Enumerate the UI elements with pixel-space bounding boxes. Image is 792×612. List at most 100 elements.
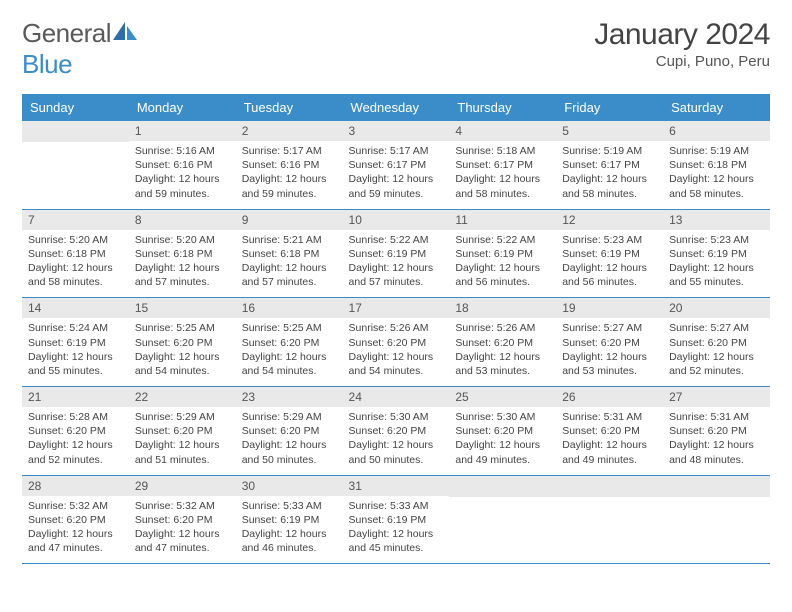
day-details: Sunrise: 5:25 AMSunset: 6:20 PMDaylight:… bbox=[129, 318, 236, 386]
calendar-day-cell: 2Sunrise: 5:17 AMSunset: 6:16 PMDaylight… bbox=[236, 121, 343, 209]
day-sunset-text: Sunset: 6:19 PM bbox=[562, 247, 657, 261]
day-day2-text: and 50 minutes. bbox=[349, 453, 444, 467]
day-sunset-text: Sunset: 6:20 PM bbox=[669, 424, 764, 438]
day-details: Sunrise: 5:29 AMSunset: 6:20 PMDaylight:… bbox=[129, 407, 236, 475]
day-sunrise-text: Sunrise: 5:31 AM bbox=[669, 410, 764, 424]
day-sunrise-text: Sunrise: 5:21 AM bbox=[242, 233, 337, 247]
logo-word-general: General bbox=[22, 18, 111, 48]
day-day2-text: and 54 minutes. bbox=[349, 364, 444, 378]
day-sunset-text: Sunset: 6:16 PM bbox=[242, 158, 337, 172]
day-sunset-text: Sunset: 6:20 PM bbox=[135, 336, 230, 350]
day-day1-text: Daylight: 12 hours bbox=[455, 172, 550, 186]
day-day2-text: and 58 minutes. bbox=[562, 187, 657, 201]
day-number: 19 bbox=[556, 298, 663, 318]
day-sunset-text: Sunset: 6:20 PM bbox=[242, 336, 337, 350]
day-day2-text: and 55 minutes. bbox=[28, 364, 123, 378]
calendar-day-cell: 11Sunrise: 5:22 AMSunset: 6:19 PMDayligh… bbox=[449, 209, 556, 298]
day-sunrise-text: Sunrise: 5:17 AM bbox=[242, 144, 337, 158]
day-details: Sunrise: 5:24 AMSunset: 6:19 PMDaylight:… bbox=[22, 318, 129, 386]
day-day2-text: and 59 minutes. bbox=[135, 187, 230, 201]
calendar-day-cell bbox=[22, 121, 129, 209]
calendar-day-cell: 15Sunrise: 5:25 AMSunset: 6:20 PMDayligh… bbox=[129, 298, 236, 387]
calendar-day-cell: 24Sunrise: 5:30 AMSunset: 6:20 PMDayligh… bbox=[343, 387, 450, 476]
calendar-day-cell: 26Sunrise: 5:31 AMSunset: 6:20 PMDayligh… bbox=[556, 387, 663, 476]
day-day2-text: and 48 minutes. bbox=[669, 453, 764, 467]
day-number: 26 bbox=[556, 387, 663, 407]
day-day2-text: and 52 minutes. bbox=[669, 364, 764, 378]
day-sunrise-text: Sunrise: 5:23 AM bbox=[562, 233, 657, 247]
day-day1-text: Daylight: 12 hours bbox=[562, 438, 657, 452]
day-sunrise-text: Sunrise: 5:29 AM bbox=[135, 410, 230, 424]
day-sunset-text: Sunset: 6:20 PM bbox=[562, 424, 657, 438]
day-day2-text: and 56 minutes. bbox=[455, 275, 550, 289]
day-sunset-text: Sunset: 6:20 PM bbox=[455, 424, 550, 438]
day-sunset-text: Sunset: 6:20 PM bbox=[28, 513, 123, 527]
day-sunset-text: Sunset: 6:19 PM bbox=[669, 247, 764, 261]
calendar-day-cell: 14Sunrise: 5:24 AMSunset: 6:19 PMDayligh… bbox=[22, 298, 129, 387]
day-details: Sunrise: 5:20 AMSunset: 6:18 PMDaylight:… bbox=[129, 230, 236, 298]
calendar-week-row: 14Sunrise: 5:24 AMSunset: 6:19 PMDayligh… bbox=[22, 298, 770, 387]
day-sunset-text: Sunset: 6:18 PM bbox=[135, 247, 230, 261]
day-day2-text: and 47 minutes. bbox=[28, 541, 123, 555]
day-day2-text: and 59 minutes. bbox=[242, 187, 337, 201]
calendar-day-cell: 17Sunrise: 5:26 AMSunset: 6:20 PMDayligh… bbox=[343, 298, 450, 387]
calendar-day-cell: 8Sunrise: 5:20 AMSunset: 6:18 PMDaylight… bbox=[129, 209, 236, 298]
day-sunset-text: Sunset: 6:18 PM bbox=[669, 158, 764, 172]
day-number: 21 bbox=[22, 387, 129, 407]
day-sunrise-text: Sunrise: 5:22 AM bbox=[349, 233, 444, 247]
day-details: Sunrise: 5:20 AMSunset: 6:18 PMDaylight:… bbox=[22, 230, 129, 298]
day-number: 31 bbox=[343, 476, 450, 496]
day-sunrise-text: Sunrise: 5:30 AM bbox=[455, 410, 550, 424]
empty-day-bar bbox=[663, 476, 770, 497]
logo-sail-icon bbox=[111, 20, 139, 42]
day-sunset-text: Sunset: 6:18 PM bbox=[28, 247, 123, 261]
empty-day-bar bbox=[22, 121, 129, 142]
day-number: 22 bbox=[129, 387, 236, 407]
calendar-day-cell: 4Sunrise: 5:18 AMSunset: 6:17 PMDaylight… bbox=[449, 121, 556, 209]
day-number: 28 bbox=[22, 476, 129, 496]
day-day1-text: Daylight: 12 hours bbox=[135, 438, 230, 452]
day-sunset-text: Sunset: 6:20 PM bbox=[669, 336, 764, 350]
day-sunset-text: Sunset: 6:17 PM bbox=[562, 158, 657, 172]
day-number: 9 bbox=[236, 210, 343, 230]
day-number: 14 bbox=[22, 298, 129, 318]
calendar-table: Sunday Monday Tuesday Wednesday Thursday… bbox=[22, 94, 770, 564]
calendar-day-cell: 27Sunrise: 5:31 AMSunset: 6:20 PMDayligh… bbox=[663, 387, 770, 476]
day-sunset-text: Sunset: 6:19 PM bbox=[242, 513, 337, 527]
calendar-day-cell: 10Sunrise: 5:22 AMSunset: 6:19 PMDayligh… bbox=[343, 209, 450, 298]
day-day1-text: Daylight: 12 hours bbox=[669, 350, 764, 364]
day-sunrise-text: Sunrise: 5:27 AM bbox=[562, 321, 657, 335]
day-sunrise-text: Sunrise: 5:30 AM bbox=[349, 410, 444, 424]
calendar-day-cell: 1Sunrise: 5:16 AMSunset: 6:16 PMDaylight… bbox=[129, 121, 236, 209]
day-details: Sunrise: 5:32 AMSunset: 6:20 PMDaylight:… bbox=[129, 496, 236, 564]
day-day2-text: and 53 minutes. bbox=[562, 364, 657, 378]
calendar-week-row: 28Sunrise: 5:32 AMSunset: 6:20 PMDayligh… bbox=[22, 475, 770, 564]
day-details: Sunrise: 5:26 AMSunset: 6:20 PMDaylight:… bbox=[343, 318, 450, 386]
day-details: Sunrise: 5:30 AMSunset: 6:20 PMDaylight:… bbox=[449, 407, 556, 475]
day-day1-text: Daylight: 12 hours bbox=[242, 172, 337, 186]
day-sunrise-text: Sunrise: 5:25 AM bbox=[242, 321, 337, 335]
day-sunset-text: Sunset: 6:19 PM bbox=[349, 247, 444, 261]
day-day1-text: Daylight: 12 hours bbox=[28, 261, 123, 275]
empty-day-bar bbox=[556, 476, 663, 497]
day-number: 12 bbox=[556, 210, 663, 230]
day-details: Sunrise: 5:18 AMSunset: 6:17 PMDaylight:… bbox=[449, 141, 556, 209]
day-day2-text: and 57 minutes. bbox=[242, 275, 337, 289]
day-day1-text: Daylight: 12 hours bbox=[242, 438, 337, 452]
day-details: Sunrise: 5:27 AMSunset: 6:20 PMDaylight:… bbox=[663, 318, 770, 386]
day-day1-text: Daylight: 12 hours bbox=[242, 350, 337, 364]
day-number: 24 bbox=[343, 387, 450, 407]
day-details: Sunrise: 5:29 AMSunset: 6:20 PMDaylight:… bbox=[236, 407, 343, 475]
day-day2-text: and 51 minutes. bbox=[135, 453, 230, 467]
day-number: 23 bbox=[236, 387, 343, 407]
day-sunrise-text: Sunrise: 5:20 AM bbox=[135, 233, 230, 247]
calendar-day-cell: 7Sunrise: 5:20 AMSunset: 6:18 PMDaylight… bbox=[22, 209, 129, 298]
day-day2-text: and 45 minutes. bbox=[349, 541, 444, 555]
day-details: Sunrise: 5:30 AMSunset: 6:20 PMDaylight:… bbox=[343, 407, 450, 475]
day-details: Sunrise: 5:21 AMSunset: 6:18 PMDaylight:… bbox=[236, 230, 343, 298]
day-day2-text: and 54 minutes. bbox=[135, 364, 230, 378]
day-day1-text: Daylight: 12 hours bbox=[349, 527, 444, 541]
empty-day-bar bbox=[449, 476, 556, 497]
day-day2-text: and 55 minutes. bbox=[669, 275, 764, 289]
logo-text: GeneralBlue bbox=[22, 18, 139, 80]
